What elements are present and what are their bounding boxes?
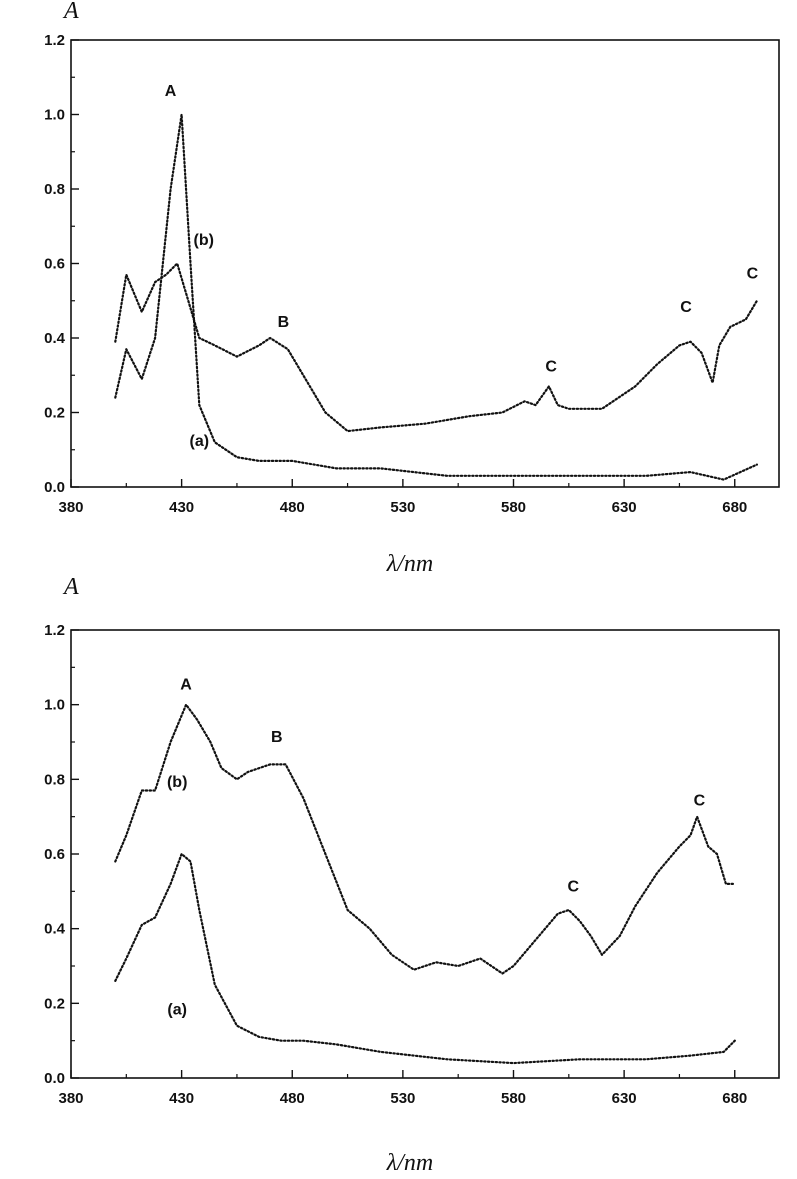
x-tick-label: 680 bbox=[722, 1090, 747, 1107]
y-tick-label: 0.2 bbox=[44, 405, 65, 422]
y-tick-label: 1.0 bbox=[44, 697, 65, 714]
x-tick-label: 680 bbox=[722, 499, 747, 516]
y-tick-label: 1.0 bbox=[44, 107, 65, 124]
x-tick-label: 480 bbox=[280, 1090, 305, 1107]
x-tick-label: 530 bbox=[390, 1090, 415, 1107]
x-tick-label: 430 bbox=[169, 499, 194, 516]
x-tick-label: 530 bbox=[390, 499, 415, 516]
y-tick-label: 0.0 bbox=[44, 1070, 65, 1087]
peak-annotation: C bbox=[545, 359, 557, 376]
series-layer-top bbox=[114, 113, 759, 481]
y-tick-label: 1.2 bbox=[44, 32, 65, 49]
x-tick-label: 380 bbox=[58, 1090, 83, 1107]
series-line-a bbox=[114, 852, 736, 1065]
x-tick-label: 430 bbox=[169, 1090, 194, 1107]
y-ticks-bottom: 0.0 0.2 0.4 0.6 0.8 1.0 1.2 bbox=[44, 622, 79, 1087]
peak-annotation: (b) bbox=[167, 774, 187, 791]
y-tick-label: 0.6 bbox=[44, 846, 65, 863]
peak-annotation: A bbox=[165, 83, 177, 100]
x-tick-label: 480 bbox=[280, 499, 305, 516]
peak-annotation: C bbox=[680, 299, 692, 316]
x-tick-label: 630 bbox=[612, 499, 637, 516]
x-tick-label: 580 bbox=[501, 1090, 526, 1107]
chart-bottom: A 0.0 0.2 0.4 0.6 0.8 1.0 1.2 380 430 480 530 580 6… bbox=[44, 574, 780, 1176]
series-layer-bottom bbox=[114, 703, 736, 1065]
x-tick-label: 380 bbox=[58, 499, 83, 516]
peak-annotation: C bbox=[567, 878, 579, 895]
x-ticks-bottom: 380 430 480 530 580 630 680 bbox=[58, 1070, 747, 1107]
peak-annotation: B bbox=[271, 729, 283, 746]
annotations-bottom: A (b) B C C (a) bbox=[167, 677, 706, 1019]
series-line-b bbox=[114, 262, 759, 433]
y-tick-label: 0.8 bbox=[44, 771, 65, 788]
annotations-top: A (b) B C C C (a) bbox=[165, 83, 759, 450]
y-tick-label: 0.4 bbox=[44, 921, 66, 938]
peak-annotation: (a) bbox=[167, 1002, 187, 1019]
x-axis-label-top: λ/nm bbox=[386, 551, 433, 577]
y-tick-label: 0.8 bbox=[44, 181, 65, 198]
peak-annotation: (a) bbox=[190, 433, 210, 450]
peak-annotation: (b) bbox=[194, 232, 214, 249]
y-tick-label: 1.2 bbox=[44, 622, 65, 639]
y-axis-label-top: A bbox=[62, 0, 79, 24]
y-tick-label: 0.2 bbox=[44, 995, 65, 1012]
y-tick-label: 0.4 bbox=[44, 330, 66, 347]
chart-top: A 0.0 0.2 0.4 0.6 0.8 1.0 1.2 380 430 480 530 580 6… bbox=[44, 0, 780, 577]
x-axis-label-bottom: λ/nm bbox=[386, 1150, 433, 1176]
x-ticks-top: 380 430 480 530 580 630 680 bbox=[58, 479, 747, 516]
peak-annotation: A bbox=[180, 677, 192, 694]
y-ticks-top: 0.0 0.2 0.4 0.6 0.8 1.0 1.2 bbox=[44, 32, 79, 496]
peak-annotation: B bbox=[278, 314, 290, 331]
y-axis-label-bottom: A bbox=[62, 574, 79, 600]
peak-annotation: C bbox=[694, 792, 706, 809]
series-line-a bbox=[114, 113, 759, 481]
plot-frame-top bbox=[70, 39, 780, 488]
series-line-b bbox=[114, 703, 736, 975]
peak-annotation: C bbox=[747, 265, 759, 282]
x-tick-label: 580 bbox=[501, 499, 526, 516]
y-tick-label: 0.0 bbox=[44, 479, 65, 496]
y-tick-label: 0.6 bbox=[44, 256, 65, 273]
x-tick-label: 630 bbox=[612, 1090, 637, 1107]
